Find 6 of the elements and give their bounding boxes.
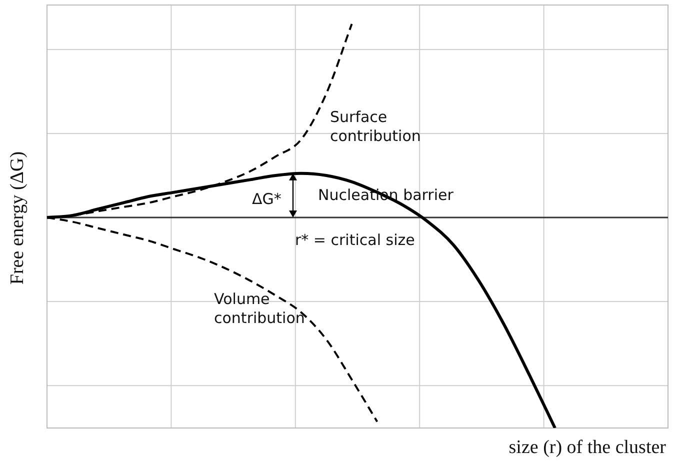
annotation: r* = critical size (295, 231, 415, 250)
x-axis-title: size (r) of the cluster (508, 437, 666, 459)
y-axis-title: Free energy (ΔG) (6, 150, 29, 287)
annotation: ΔG* (252, 190, 282, 209)
annotation: Volume contribution (214, 290, 305, 328)
annotation: Surface contribution (330, 108, 421, 146)
